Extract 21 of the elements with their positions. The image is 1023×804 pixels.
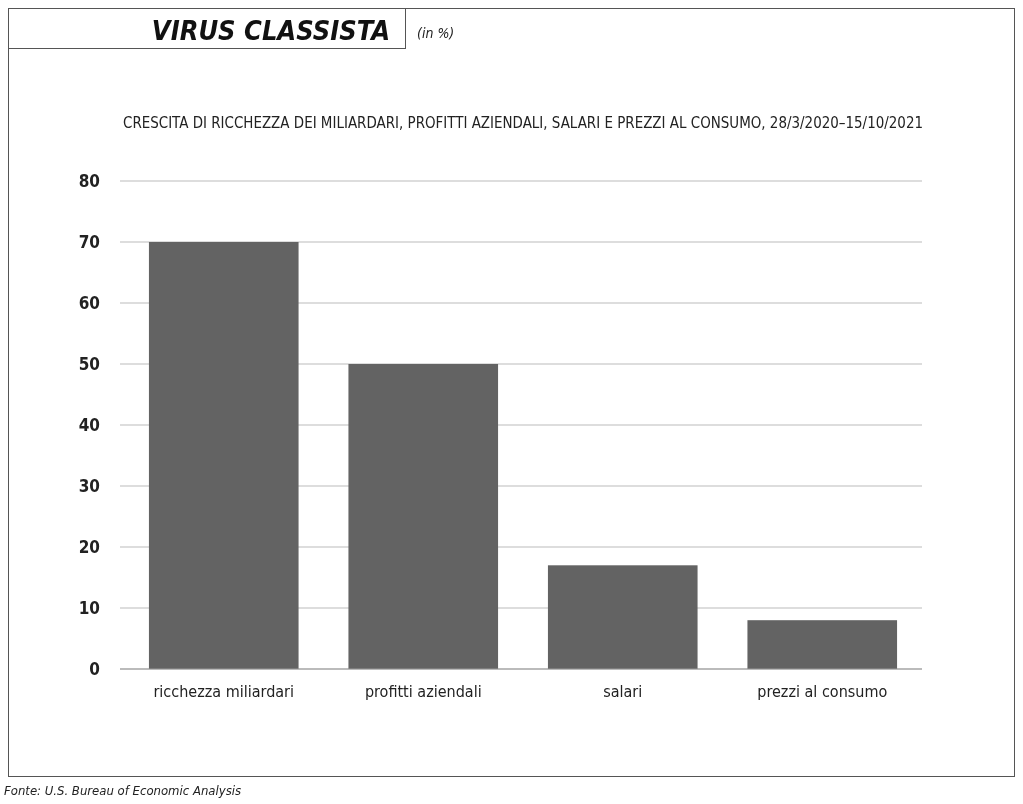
x-tick-label: prezzi al consumo <box>757 682 888 701</box>
text: (in %) <box>417 25 455 41</box>
chart-title: VIRUS CLASSISTA <box>151 15 390 46</box>
y-tick-label: 10 <box>78 598 100 618</box>
bar <box>348 364 499 669</box>
y-tick-label: 40 <box>78 415 100 435</box>
y-tick-label: 30 <box>78 476 100 496</box>
y-tick-label: 0 <box>89 659 100 679</box>
bar <box>747 620 898 669</box>
y-tick-label: 80 <box>78 171 100 191</box>
bar <box>547 565 698 669</box>
y-tick-label: 20 <box>78 537 100 557</box>
source-note: Fonte: U.S. Bureau of Economic Analysis <box>4 783 242 798</box>
chart-subtitle: CRESCITA DI RICCHEZZA DEI MILIARDARI, PROFITTI AZIENDALI, SALARI E PREZZI AL CONSUMO, 28/3/2020–15/10/2021 <box>123 114 953 132</box>
y-tick-label: 60 <box>78 293 100 313</box>
x-tick-label: ricchezza miliardari <box>153 682 295 701</box>
x-tick-label: profitti aziendali <box>364 682 482 701</box>
y-tick-label: 70 <box>78 232 100 252</box>
bar <box>148 242 299 669</box>
y-tick-label: 50 <box>78 354 100 374</box>
x-tick-label: salari <box>603 682 643 701</box>
